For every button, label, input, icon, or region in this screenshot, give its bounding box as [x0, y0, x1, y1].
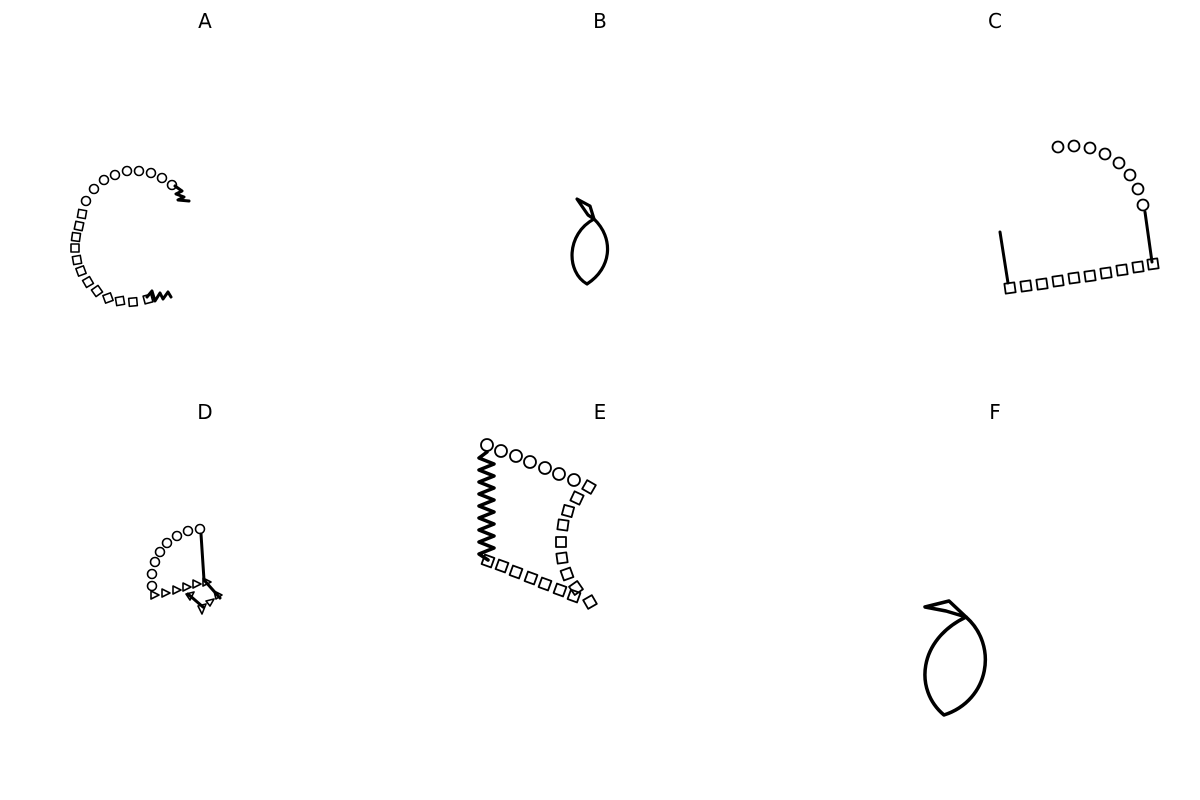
panel-d-short-line [186, 592, 205, 609]
panel-c-figure [998, 139, 1160, 295]
panel-e-zigzag-line [477, 450, 496, 562]
panel-a-circle-arc [80, 165, 178, 207]
panel-e-circle-arc [480, 438, 581, 487]
panel-c-left-line [998, 230, 1010, 285]
panel-f-flag [923, 599, 968, 619]
panel-d-vertical-line [199, 532, 206, 582]
panel-c-square-row [1003, 257, 1160, 295]
panel-e-square-bottom-row [480, 553, 582, 604]
panel-c-right-line [1143, 210, 1154, 264]
panel-a-zigzag-bottom [145, 289, 173, 303]
panel-e-square-curve [555, 479, 598, 610]
panel-a-figure [70, 165, 191, 308]
panel-label-d: D [197, 400, 213, 424]
panel-b-leaf-outline [570, 217, 609, 286]
panel-c-circle-arc [1051, 139, 1150, 212]
panel-a-square-arc [70, 208, 154, 308]
panel-label-c: C [988, 9, 1002, 33]
panel-e-figure [477, 438, 598, 610]
panel-a-zigzag-top [173, 184, 191, 203]
panel-label-a: A [198, 9, 212, 33]
panel-label-e: E [593, 400, 607, 424]
panel-f-figure [923, 599, 988, 717]
panel-b-figure [570, 197, 609, 286]
panel-label-b: B [593, 9, 607, 33]
panel-label-f: F [989, 400, 1001, 424]
panel-f-leaf-outline [923, 615, 988, 717]
panel-d-diagonal-line [202, 578, 222, 600]
panel-d-figure [146, 523, 223, 615]
panel-d-triangle-cluster [150, 577, 223, 615]
panel-d-circle-arc [146, 523, 206, 592]
panel-b-flag [575, 197, 596, 221]
